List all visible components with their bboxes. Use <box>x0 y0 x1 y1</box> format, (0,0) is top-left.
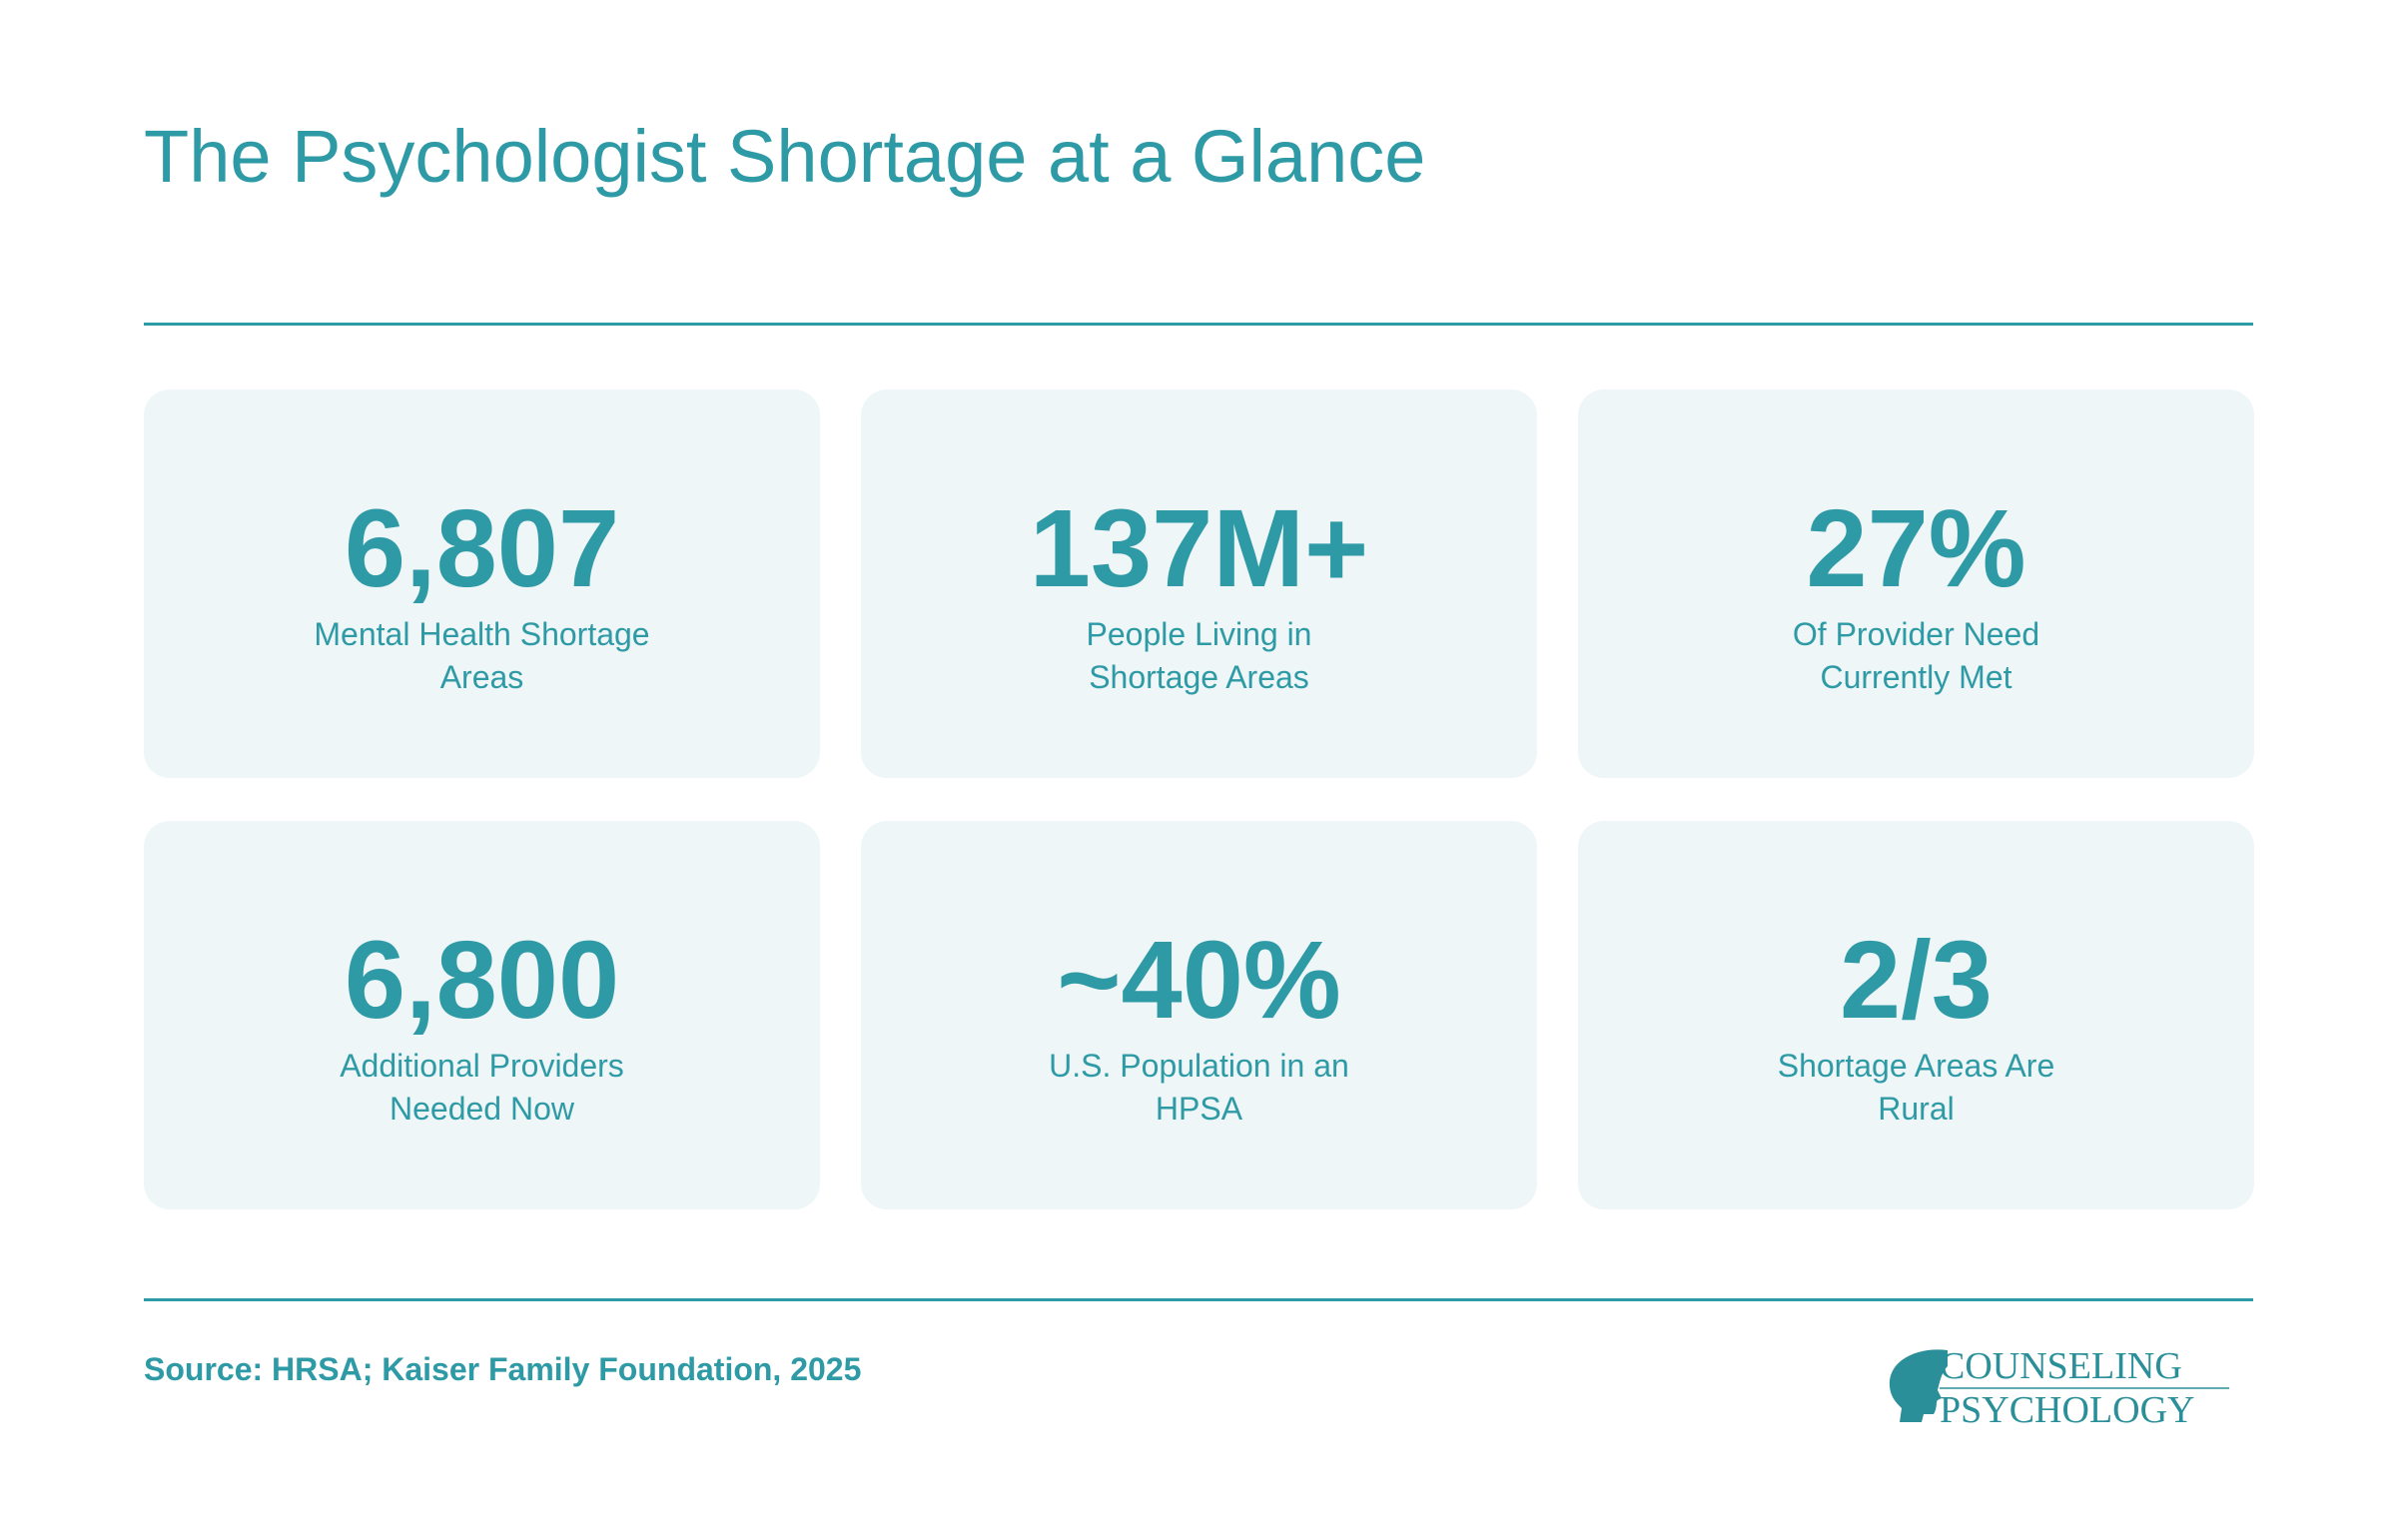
stat-value: 6,800 <box>344 919 620 1042</box>
stat-label: People Living in <box>1086 616 1312 652</box>
stat-value: 137M+ <box>1029 487 1369 610</box>
stat-label: Rural <box>1878 1091 1955 1127</box>
stat-value: 2/3 <box>1840 919 1993 1042</box>
divider <box>144 1298 2253 1301</box>
stat-value: 6,807 <box>344 487 620 610</box>
logo: COUNSELING PSYCHOLOGY <box>1889 1345 2229 1428</box>
logo-icon <box>1889 1349 1948 1422</box>
stat-card: ~40% U.S. Population in an HPSA <box>861 821 1537 1209</box>
stat-label: Shortage Areas <box>1089 659 1309 695</box>
stat-label: Additional Providers <box>340 1048 624 1084</box>
logo-text: COUNSELING <box>1940 1345 2182 1387</box>
stat-value: 27% <box>1806 487 2026 610</box>
stat-card: 6,800 Additional Providers Needed Now <box>144 821 820 1209</box>
stat-label: Mental Health Shortage <box>314 616 650 652</box>
stat-card: 2/3 Shortage Areas Are Rural <box>1578 821 2254 1209</box>
source-note: Source: HRSA; Kaiser Family Foundation, … <box>144 1351 862 1387</box>
stat-card: 6,807 Mental Health Shortage Areas <box>144 389 820 778</box>
stat-card: 137M+ People Living in Shortage Areas <box>861 389 1537 778</box>
stat-label: Of Provider Need <box>1792 616 2040 652</box>
stat-label: Shortage Areas Are <box>1777 1048 2055 1084</box>
logo-text: PSYCHOLOGY <box>1940 1389 2194 1428</box>
stat-label: U.S. Population in an <box>1049 1048 1349 1084</box>
stat-label: Areas <box>439 659 524 695</box>
stat-value: ~40% <box>1057 919 1341 1042</box>
stat-card: 27% Of Provider Need Currently Met <box>1578 389 2254 778</box>
stat-label: HPSA <box>1155 1091 1243 1127</box>
divider <box>144 323 2253 326</box>
stat-label: Needed Now <box>390 1091 574 1127</box>
stat-label: Currently Met <box>1820 659 2012 695</box>
page-title: The Psychologist Shortage at a Glance <box>144 115 1426 198</box>
